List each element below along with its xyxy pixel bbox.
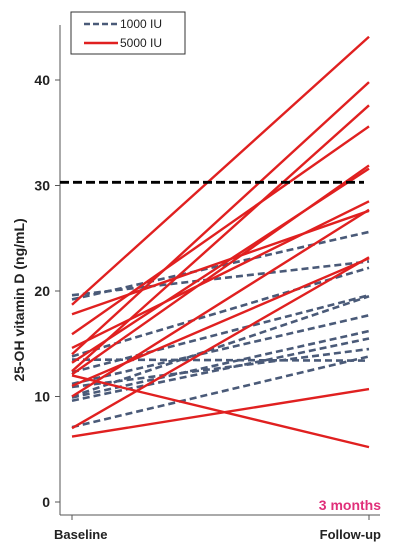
series-line-1000-iu-9 [71, 329, 370, 399]
series-line-5000-iu-3 [71, 125, 370, 336]
series-line-1000-iu-11 [71, 355, 370, 429]
series-line-5000-iu-5 [71, 81, 370, 356]
x-tick-label-follow-up: Follow-up [320, 527, 381, 542]
y-tick-label-30: 30 [34, 178, 50, 194]
series-line-1000-iu-5 [71, 293, 370, 374]
data-lines [71, 35, 370, 449]
series-line-5000-iu-13 [71, 387, 370, 438]
series-line-5000-iu-1 [71, 35, 370, 306]
legend-label-5000-iu: 5000 IU [120, 36, 162, 50]
series-line-1000-iu-7 [71, 347, 370, 389]
series-line-5000-iu-9 [71, 374, 370, 449]
series-line-5000-iu-4 [71, 200, 370, 350]
y-tick-label-0: 0 [42, 494, 50, 510]
axes: 0 10 20 30 40 Baseline Follow-up [34, 25, 381, 542]
y-tick-label-10: 10 [34, 389, 50, 405]
legend-box [70, 11, 186, 55]
series-line-5000-iu-7 [71, 104, 370, 373]
series-line-1000-iu-3 [71, 266, 370, 358]
y-tick-label-40: 40 [34, 72, 50, 88]
series-line-1000-iu-8 [71, 295, 370, 398]
series-line-5000-iu-2 [71, 209, 370, 316]
series-line-1000-iu-6 [71, 313, 370, 386]
x-tick-label-baseline: Baseline [54, 527, 107, 542]
series-line-1000-iu-2 [71, 230, 370, 301]
series-line-5000-iu-12 [71, 256, 370, 430]
series-line-5000-iu-11 [71, 208, 370, 398]
series-line-1000-iu-4 [71, 358, 370, 362]
y-tick-label-20: 20 [34, 283, 50, 299]
series-line-1000-iu-10 [71, 337, 370, 402]
annotation-3-months: 3 months [319, 497, 381, 513]
series-line-1000-iu-1 [71, 260, 370, 297]
y-axis-title: 25-OH vitamin D (ng/mL) [11, 218, 27, 381]
legend-label-1000-iu: 1000 IU [120, 17, 162, 31]
legend: 1000 IU 5000 IU [70, 11, 186, 55]
series-line-5000-iu-8 [71, 164, 370, 376]
